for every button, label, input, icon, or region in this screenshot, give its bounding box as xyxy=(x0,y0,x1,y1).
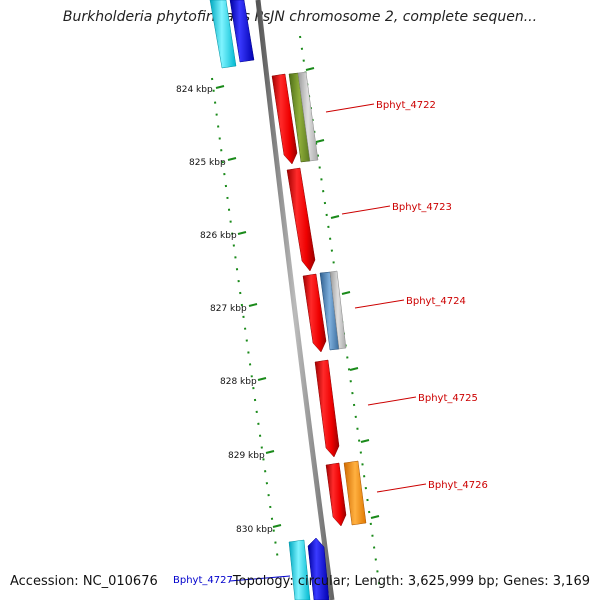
accession-text: Accession: NC_010676 xyxy=(10,574,158,589)
gene-label-bphyt-4726[interactable]: Bphyt_4726 xyxy=(428,480,488,491)
gene-arrow-bphyt-4727[interactable] xyxy=(307,537,330,600)
feature-bottom-cyan[interactable] xyxy=(288,539,311,600)
gene-arrow-bphyt-4722[interactable] xyxy=(271,73,298,165)
tick-label-829: 829 kbp xyxy=(228,451,265,461)
gene-label-bphyt-4725[interactable]: Bphyt_4725 xyxy=(418,393,478,404)
genome-summary-text: Topology: circular; Length: 3,625,999 bp… xyxy=(232,574,590,589)
right-major-ticks xyxy=(305,67,380,519)
feature-top-cyan[interactable] xyxy=(209,0,237,69)
gene-label-bphyt-4722[interactable]: Bphyt_4722 xyxy=(376,100,436,111)
label-leaders xyxy=(229,103,427,582)
tick-label-827: 827 kbp xyxy=(210,304,247,314)
gene-label-bphyt-4724[interactable]: Bphyt_4724 xyxy=(406,296,466,307)
tick-label-824: 824 kbp xyxy=(176,85,213,95)
gene-label-bphyt-4727[interactable]: Bphyt_4727 xyxy=(173,575,233,586)
feature-top-blue[interactable] xyxy=(229,0,255,63)
left-tick-track xyxy=(211,77,279,561)
genome-backbone xyxy=(255,0,335,600)
gene-arrow-bphyt-4723[interactable] xyxy=(286,167,316,272)
gene-arrow-bphyt-4724[interactable] xyxy=(302,273,327,353)
gene-label-bphyt-4723[interactable]: Bphyt_4723 xyxy=(392,202,452,213)
tick-label-830: 830 kbp xyxy=(236,525,273,535)
tick-label-828: 828 kbp xyxy=(220,377,257,387)
gene-arrow-bphyt-4725[interactable] xyxy=(314,359,340,458)
left-major-ticks xyxy=(215,85,282,528)
tick-label-825: 825 kbp xyxy=(189,158,226,168)
feature-4724-grey[interactable] xyxy=(329,270,347,350)
gene-arrow-bphyt-4726[interactable] xyxy=(325,462,347,527)
map-title: Burkholderia phytofirmans PsJN chromosom… xyxy=(62,9,538,25)
feature-4726-orange[interactable] xyxy=(343,460,367,526)
tick-label-826: 826 kbp xyxy=(200,231,237,241)
feature-4722-grey[interactable] xyxy=(297,71,319,162)
